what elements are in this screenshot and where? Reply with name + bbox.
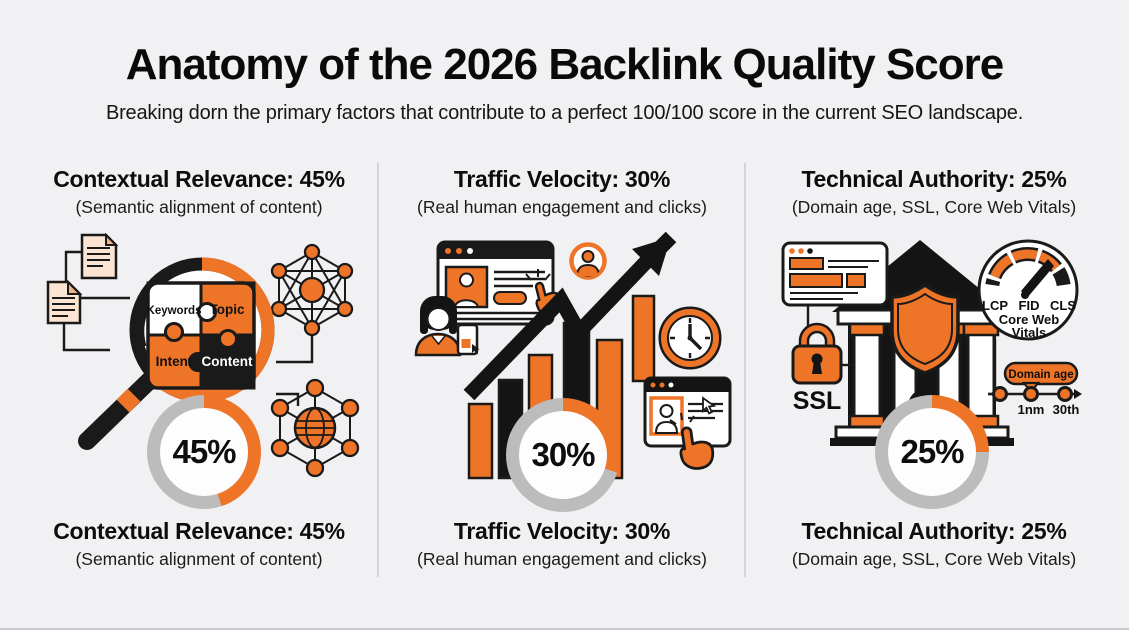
cta-button <box>493 291 527 305</box>
puzzle-knob <box>188 352 208 372</box>
column-footer-contextual-relevance: Contextual Relevance: 45% (Semantic alig… <box>20 518 378 570</box>
globe-network-icon <box>270 378 360 478</box>
browser-dot <box>650 382 656 388</box>
donut-percent-label: 25% <box>900 433 964 470</box>
page-title: Anatomy of the 2026 Backlink Quality Sco… <box>125 40 1004 89</box>
timeline-start-label: 1nm <box>1018 402 1045 417</box>
gauge-caption-line1: Core Web <box>999 312 1059 327</box>
puzzle-label-topic: Topic <box>210 302 245 317</box>
column-footer-subtitle: (Real human engagement and clicks) <box>417 549 707 569</box>
click-sparks-icon <box>669 412 695 425</box>
column-title: Contextual Relevance: 45% <box>53 166 345 192</box>
click-sparks-icon <box>525 269 551 281</box>
magnifier-handle <box>78 370 160 450</box>
shield-icon <box>890 282 960 375</box>
document-icon <box>46 279 83 325</box>
bottom-edge <box>0 628 1129 630</box>
browser-dot <box>789 248 795 254</box>
puzzle-label-intent: Intent <box>156 354 193 369</box>
donut-gauge-traffic-velocity: 30% <box>506 398 620 512</box>
timeline-dot <box>1023 386 1039 402</box>
column-subtitle: (Real human engagement and clicks) <box>417 197 707 217</box>
browser-window-icon <box>781 241 889 307</box>
puzzle-knob <box>218 329 238 349</box>
network-graph-icon <box>270 243 354 337</box>
browser-window-icon <box>436 240 555 326</box>
page-subtitle: Breaking dorn the primary factors that c… <box>105 102 1024 124</box>
column-footer-title: Technical Authority: 25% <box>801 518 1067 544</box>
clock-icon <box>658 306 722 370</box>
user-with-phone-illustration <box>414 296 480 357</box>
column-divider <box>377 163 379 577</box>
connector-lines <box>62 250 314 406</box>
column-footer-title: Contextual Relevance: 45% <box>53 518 345 544</box>
magnifier-handle-band <box>116 388 141 413</box>
donut-percent-label: 30% <box>531 436 595 473</box>
cursor-arrow-icon <box>702 396 717 415</box>
donut-gauge-contextual-relevance: 45% <box>147 395 261 509</box>
growth-arrow-icon <box>463 231 677 401</box>
gauge-needle <box>1021 259 1054 298</box>
browser-dot <box>807 248 813 254</box>
browser-dot <box>798 248 804 254</box>
column-title: Technical Authority: 25% <box>801 166 1067 192</box>
puzzle-label-content: Content <box>202 354 253 369</box>
header: Anatomy of the 2026 Backlink Quality Sco… <box>0 40 1129 125</box>
timeline-dot <box>992 386 1008 402</box>
relevance-puzzle: Keywords Topic Intent Content <box>146 281 256 390</box>
column-subtitle: (Domain age, SSL, Core Web Vitals) <box>791 197 1077 217</box>
ssl-label: SSL <box>793 387 842 415</box>
puzzle-label-keywords: Keywords <box>147 305 202 317</box>
browser-dot <box>456 248 462 254</box>
browser-dot <box>467 248 473 254</box>
gauge-metric-cls: CLS <box>1050 298 1076 313</box>
browser-dot <box>445 248 451 254</box>
column-heading-traffic-velocity: Traffic Velocity: 30% (Real human engage… <box>380 166 744 218</box>
column-title: Traffic Velocity: 30% <box>453 166 671 192</box>
cursor-arrow-icon <box>472 344 480 355</box>
hand-cursor-icon <box>679 426 715 470</box>
browser-window-icon <box>643 376 732 448</box>
browser-dot <box>659 382 665 388</box>
user-circle-icon <box>569 242 607 280</box>
column-subtitle: (Semantic alignment of content) <box>75 197 323 217</box>
domain-age-label: Domain age <box>1008 369 1073 381</box>
puzzle-knob <box>197 302 217 322</box>
timeline-end-label: 30th <box>1053 402 1080 417</box>
puzzle-knob <box>164 322 184 342</box>
browser-dot <box>668 382 674 388</box>
timeline-dot <box>1057 386 1073 402</box>
column-footer-title: Traffic Velocity: 30% <box>453 518 671 544</box>
ssl-lock-icon <box>791 322 843 385</box>
core-web-vitals-gauge-icon: LCP FID CLS Core Web Vitals <box>977 239 1079 341</box>
contextual-relevance-illustration: Keywords Topic Intent Content <box>46 232 360 478</box>
donut-gauge-technical-authority: 25% <box>875 395 989 509</box>
gauge-metric-fid: FID <box>1019 298 1040 313</box>
column-footer-technical-authority: Technical Authority: 25% (Domain age, SS… <box>746 518 1122 570</box>
gauge-caption-line2: Vitals <box>1012 325 1046 340</box>
column-divider <box>744 163 746 577</box>
column-footer-traffic-velocity: Traffic Velocity: 30% (Real human engage… <box>380 518 744 570</box>
timeline-arrowhead <box>1074 389 1082 399</box>
column-heading-contextual-relevance: Contextual Relevance: 45% (Semantic alig… <box>20 166 378 218</box>
domain-age-timeline: Domain age 1nm 30th <box>988 361 1082 417</box>
column-heading-technical-authority: Technical Authority: 25% (Domain age, SS… <box>746 166 1122 218</box>
column-footer-subtitle: (Domain age, SSL, Core Web Vitals) <box>791 549 1077 569</box>
document-icon <box>80 232 119 280</box>
domain-age-badge <box>1003 361 1079 386</box>
donut-percent-label: 45% <box>172 433 236 470</box>
gauge-metric-lcp: LCP <box>982 298 1008 313</box>
column-footer-subtitle: (Semantic alignment of content) <box>75 549 323 569</box>
